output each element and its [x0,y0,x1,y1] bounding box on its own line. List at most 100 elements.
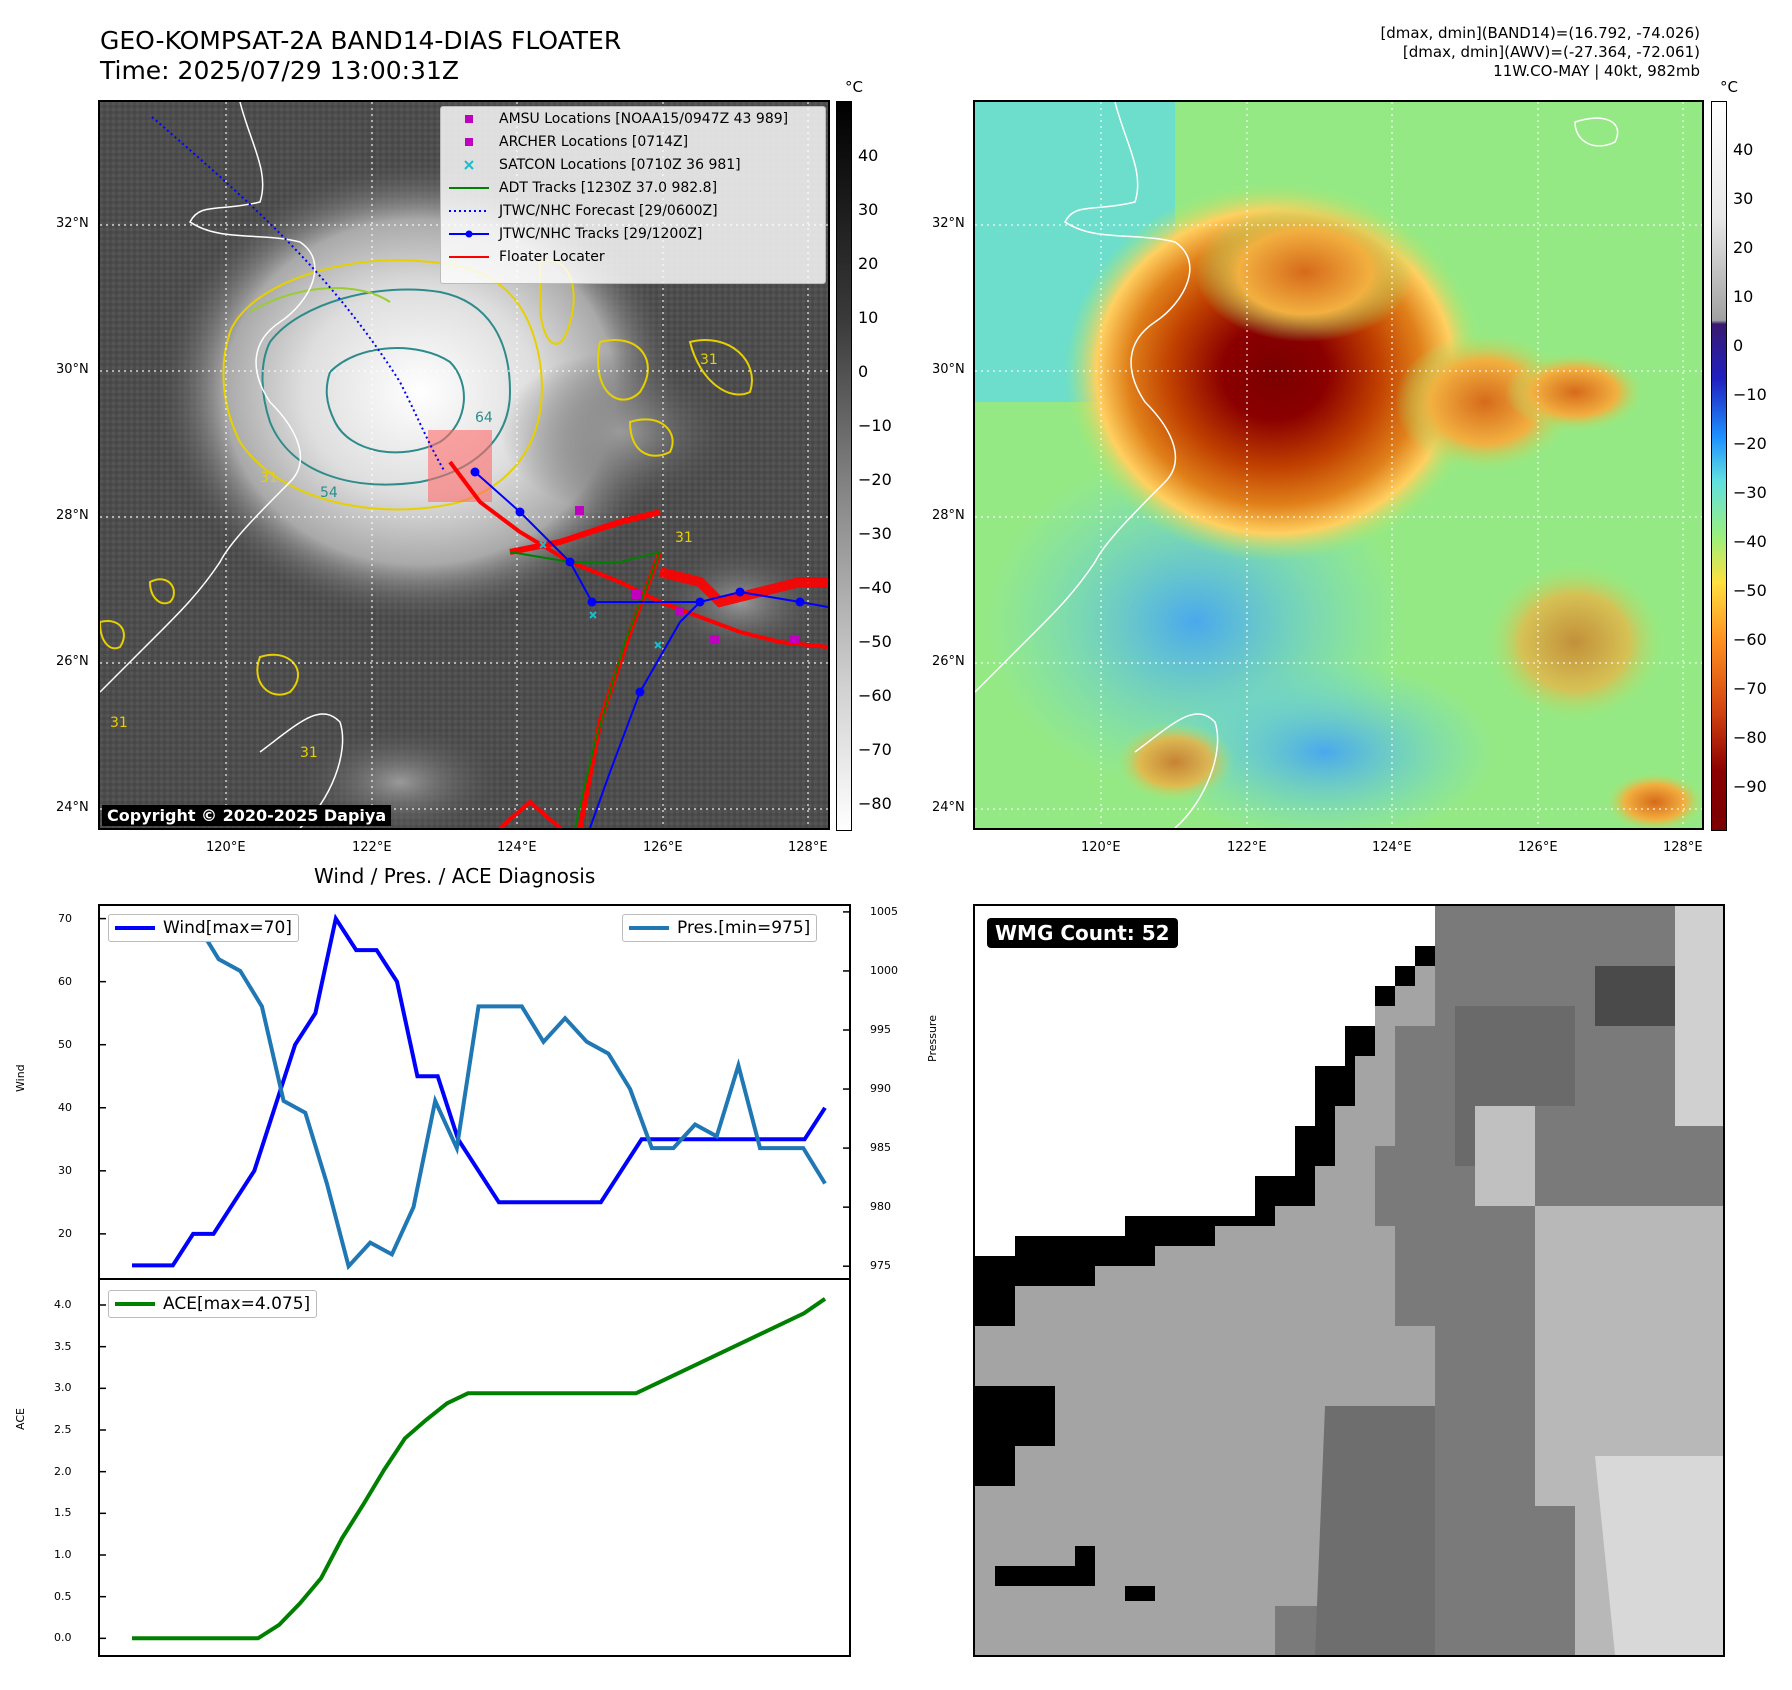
colorbar-tick: −10 [1733,385,1767,404]
legend-item-adt: ADT Tracks [1230Z 37.0 982.8] [441,176,825,199]
pressure-series-line [132,921,827,1271]
solid-line-icon [447,181,491,195]
pressure-tick: 980 [870,1200,891,1214]
lon-label: 122°E [1227,840,1267,855]
plot-time: Time: 2025/07/29 13:00:31Z [100,56,459,85]
legend-label: SATCON Locations [0710Z 36 981] [499,156,741,173]
legend-item-archer: ARCHER Locations [0714Z] [441,130,825,153]
contour-label-64: 64 [475,410,493,426]
legend-label: ADT Tracks [1230Z 37.0 982.8] [499,179,718,196]
colorbar-tick: −50 [1733,581,1767,600]
lon-label: 124°E [497,840,537,855]
colorbar-tick: −60 [858,686,892,705]
legend-line-icon [115,926,155,930]
legend-item-floater: Floater Locater [441,245,825,268]
pressure-tick: 990 [870,1082,891,1096]
colorbar-tick: −90 [1733,777,1767,796]
lat-label: 26°N [932,654,965,669]
legend-line-icon [629,926,669,930]
pressure-legend-label: Pres.[min=975] [677,918,811,938]
lat-label: 30°N [56,362,89,377]
colorbar-tick: −50 [858,632,892,651]
lon-label: 126°E [1518,840,1558,855]
lat-label: 28°N [56,508,89,523]
color-colorbar [1711,101,1727,831]
lon-label: 126°E [643,840,683,855]
wind-tick: 50 [58,1037,72,1051]
legend-item-amsu: AMSU Locations [NOAA15/0947Z 43 989] [441,107,825,130]
contour-label-31: 31 [675,530,693,546]
ace-tick: 3.0 [54,1381,72,1395]
legend-item-tracks: JTWC/NHC Tracks [29/1200Z] [441,222,825,245]
ace-chart [98,1278,851,1657]
wind-tick: 30 [58,1163,72,1177]
ace-plot [100,1297,827,1641]
wind-pressure-chart [98,904,851,1280]
contour-label-31: 31 [700,352,718,368]
colorbar-tick: 30 [858,200,879,219]
wmg-count-badge: WMG Count: 52 [987,918,1178,948]
colorbar-tick: −20 [858,470,892,489]
line-with-dots-icon [447,227,491,241]
contour-label-31: 31 [110,715,128,731]
lat-label: 28°N [932,508,965,523]
wind-legend: Wind[max=70] [108,914,299,942]
colorbar-unit: °C [845,78,863,96]
pressure-tick: 995 [870,1023,891,1036]
colorbar-tick: −10 [858,416,892,435]
colorbar-tick: 40 [858,146,879,165]
lon-label: 128°E [1663,840,1703,855]
colorbar-tick: 30 [1733,189,1754,208]
ace-tick: 3.5 [54,1339,72,1353]
colorbar-tick: −30 [1733,483,1767,502]
wind-axis-label: Wind [14,1064,27,1092]
ace-tick: 0.5 [54,1589,72,1603]
wind-series-line [132,913,827,1268]
ace-tick: 1.5 [54,1506,72,1520]
awv-range: [dmax, dmin](AWV)=(-27.364, -72.061) [1402,43,1700,61]
pressure-tick: 985 [870,1141,891,1155]
lat-label: 24°N [932,800,965,815]
lat-label: 30°N [932,362,965,377]
colorbar-tick: 10 [1733,287,1754,306]
wind-tick: 60 [58,974,72,988]
pressure-tick: 975 [870,1259,891,1273]
colorbar-tick: −70 [858,740,892,759]
square-marker-icon [447,112,491,126]
colorbar-tick: −40 [1733,532,1767,551]
wind-legend-label: Wind[max=70] [163,918,292,938]
colorbar-tick: −80 [1733,728,1767,747]
colorbar-tick: 10 [858,308,879,327]
dotted-line-icon [447,204,491,218]
legend-label: ARCHER Locations [0714Z] [499,133,689,150]
colorbar-tick: −80 [858,794,892,813]
legend-item-satcon: SATCON Locations [0710Z 36 981] [441,153,825,176]
wind-tick: 40 [58,1100,72,1114]
legend-label: JTWC/NHC Tracks [29/1200Z] [499,225,703,242]
storm-info: 11W.CO-MAY | 40kt, 982mb [1493,62,1700,80]
pressure-tick: 1000 [870,963,898,977]
colorbar-tick: 0 [858,362,869,381]
contour-label-31: 31 [260,470,278,486]
colorbar-tick: −70 [1733,679,1767,698]
contour-label-54: 54 [320,485,338,501]
color-map-panel [973,100,1704,830]
lat-label: 24°N [56,800,89,815]
lon-label: 128°E [788,840,828,855]
color-map-image [975,102,1702,828]
colorbar-tick: −20 [1733,434,1767,453]
ace-series-line [132,1297,827,1641]
solid-line-icon [447,250,491,264]
ace-legend: ACE[max=4.075] [108,1290,318,1318]
ace-tick: 2.0 [54,1464,72,1478]
map-legend: AMSU Locations [NOAA15/0947Z 43 989] ARC… [440,106,826,284]
lat-label: 32°N [932,216,965,231]
lon-label: 122°E [352,840,392,855]
lon-label: 120°E [1081,840,1121,855]
wind-tick: 70 [58,911,72,925]
colorbar-tick: −30 [858,524,892,543]
ace-tick: 1.0 [54,1548,72,1561]
legend-label: AMSU Locations [NOAA15/0947Z 43 989] [499,110,789,127]
legend-item-forecast: JTWC/NHC Forecast [29/0600Z] [441,199,825,222]
wmg-panel: WMG Count: 52 [973,904,1725,1657]
